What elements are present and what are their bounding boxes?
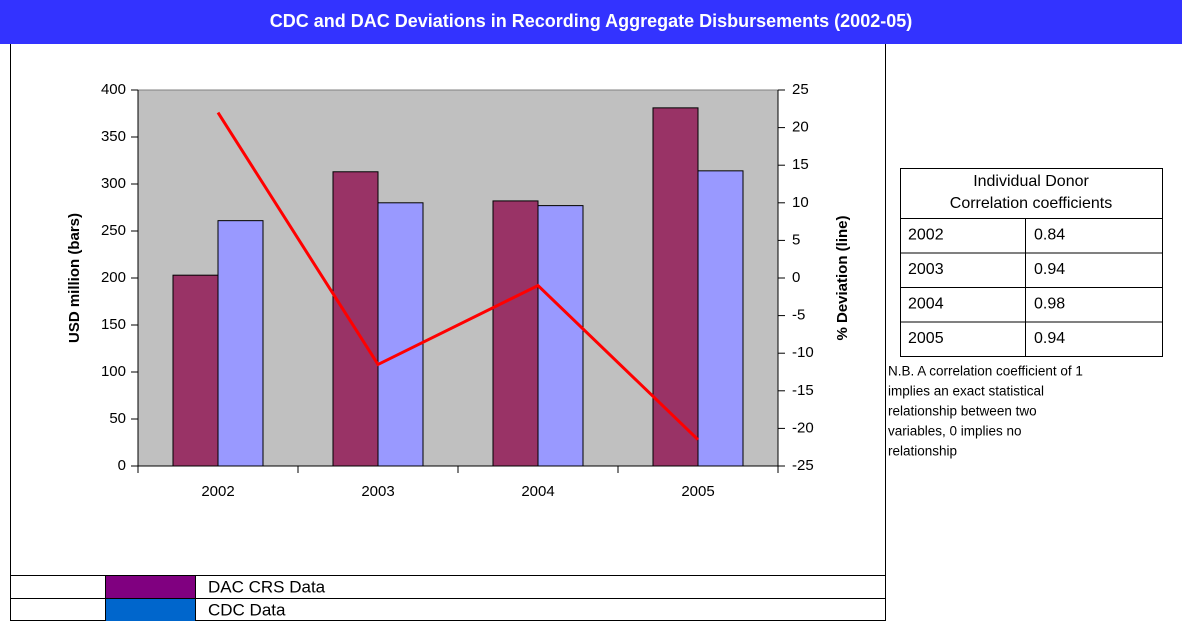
table-value: 0.84 [1034, 226, 1065, 243]
y-tick-label: 250 [101, 222, 126, 239]
y2-tick-label: 25 [792, 81, 809, 98]
title-bar [0, 0, 1182, 44]
bar [332, 171, 379, 467]
y2-axis-label: % Deviation (line) [834, 215, 851, 340]
y-tick-label: 100 [101, 363, 126, 380]
chart-title: CDC and DAC Deviations in Recording Aggr… [270, 11, 912, 31]
y2-tick-label: -10 [792, 344, 814, 361]
table-year: 2005 [908, 330, 944, 347]
table-year: 2003 [908, 261, 944, 278]
table-note: N.B. A correlation coefficient of 1 [888, 364, 1083, 379]
table-note: implies an exact statistical [888, 384, 1044, 399]
table-border [900, 168, 1163, 357]
deviation-line [216, 111, 700, 441]
y2-tick-label: 5 [792, 231, 800, 248]
y2-tick-label: 15 [792, 156, 809, 173]
table-value: 0.94 [1034, 261, 1065, 278]
bar [377, 202, 424, 467]
bar [217, 220, 264, 467]
y-axis-label: USD million (bars) [66, 213, 83, 343]
y2-tick-label: 0 [792, 269, 800, 286]
y-tick-label: 300 [101, 175, 126, 192]
table-header: Individual Donor [973, 173, 1089, 190]
table-header: Correlation coefficients [950, 195, 1112, 212]
bar [652, 107, 699, 467]
bar [697, 170, 744, 467]
bar [172, 274, 219, 467]
x-tick-label: 2003 [361, 483, 394, 500]
legend-label: CDC Data [208, 600, 286, 619]
x-tick-label: 2005 [681, 483, 714, 500]
y2-tick-label: -20 [792, 419, 814, 436]
table-value: 0.98 [1034, 295, 1065, 312]
y2-tick-label: 10 [792, 194, 809, 211]
y-tick-label: 50 [109, 410, 126, 427]
y-tick-label: 200 [101, 269, 126, 286]
table-note: variables, 0 implies no [888, 424, 1022, 439]
table-year: 2004 [908, 295, 944, 312]
y-tick-label: 150 [101, 316, 126, 333]
table-year: 2002 [908, 226, 944, 243]
y2-tick-label: -5 [792, 307, 805, 324]
y-tick-label: 400 [101, 81, 126, 98]
legend-swatch [106, 576, 195, 598]
legend-label: DAC CRS Data [208, 577, 326, 596]
legend-swatch [106, 599, 195, 621]
table-note: relationship between two [888, 404, 1037, 419]
bar [492, 200, 539, 467]
y2-tick-label: 20 [792, 119, 809, 136]
y2-tick-label: -25 [792, 457, 814, 474]
x-tick-label: 2004 [521, 483, 554, 500]
table-value: 0.94 [1034, 330, 1065, 347]
x-tick-label: 2002 [201, 483, 234, 500]
bar [537, 205, 584, 467]
y-tick-label: 0 [118, 457, 126, 474]
y2-tick-label: -15 [792, 382, 814, 399]
table-note: relationship [888, 444, 957, 459]
y-tick-label: 350 [101, 128, 126, 145]
